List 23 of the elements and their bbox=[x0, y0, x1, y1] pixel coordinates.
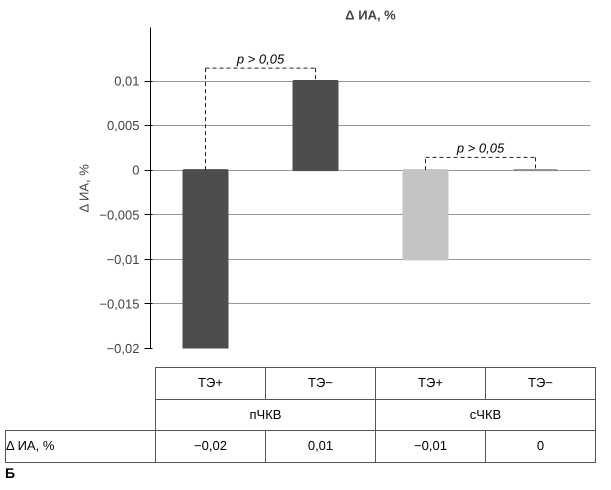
y-tick-label: −0,01 bbox=[106, 252, 140, 267]
text: Б bbox=[5, 464, 16, 483]
text: пЧКВ bbox=[156, 399, 376, 431]
x-tick-label: ТЭ− bbox=[486, 368, 596, 400]
x-tick-label: ТЭ+ bbox=[156, 368, 266, 400]
annotation: p > 0,05 bbox=[236, 52, 285, 67]
y-tick-label: −0,005 bbox=[99, 207, 140, 222]
text: Δ ИА, % bbox=[6, 430, 156, 462]
y-tick-label: 0,005 bbox=[106, 118, 140, 134]
data-label: −0,02 bbox=[156, 430, 266, 462]
data-label: 0 bbox=[486, 430, 596, 462]
y-tick-label: 0 bbox=[132, 162, 140, 178]
y-tick-label: −0,015 bbox=[99, 296, 140, 312]
data-label: −0,01 bbox=[376, 430, 486, 462]
y-tick-label: 0,01 bbox=[114, 74, 140, 88]
data-label: 0,01 bbox=[266, 430, 376, 462]
annotation: p > 0,05 bbox=[456, 140, 505, 156]
y-tick-label: −0,02 bbox=[106, 341, 140, 356]
x-tick-label: ТЭ+ bbox=[376, 368, 486, 400]
chart-title: Δ ИА, % bbox=[345, 8, 396, 22]
y-axis-title: Δ ИА, % bbox=[76, 164, 92, 213]
x-tick-label: ТЭ− bbox=[266, 368, 376, 400]
text: сЧКВ bbox=[376, 399, 596, 431]
